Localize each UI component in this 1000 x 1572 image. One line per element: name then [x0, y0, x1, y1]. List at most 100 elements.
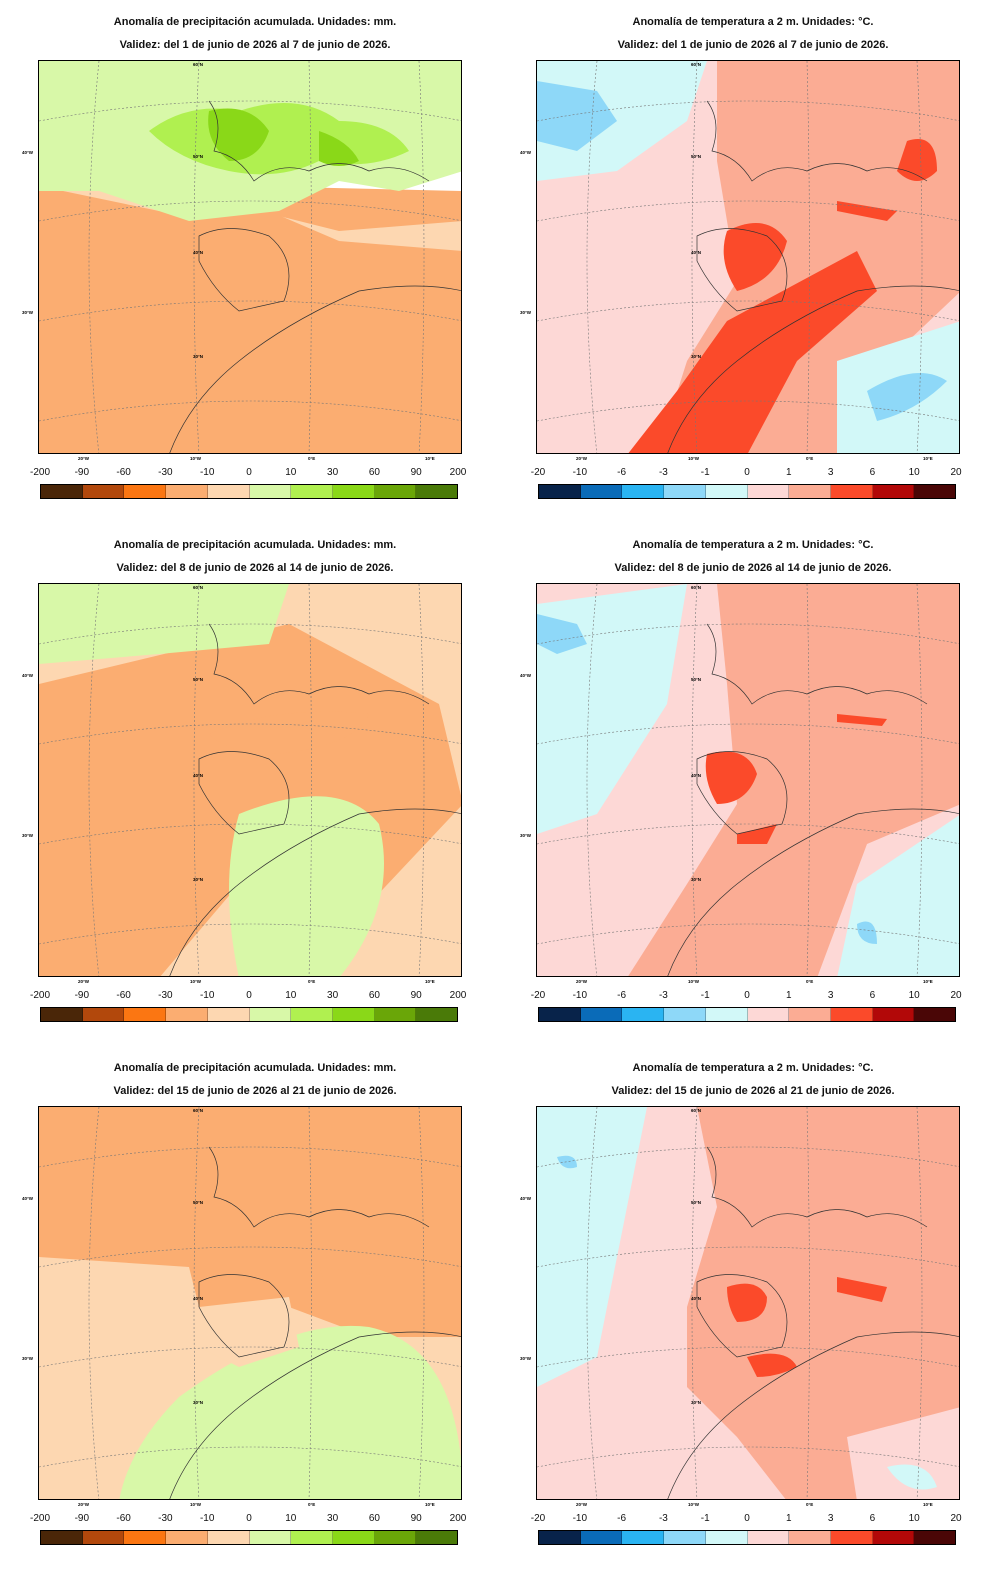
anomaly-map [38, 583, 462, 977]
colorbar-tick-label: -10 [199, 467, 215, 478]
lat-label: 30°W [22, 1356, 34, 1361]
colorbar-tick-label: 6 [869, 990, 876, 1001]
map-panel-temp-week3: Anomalía de temperatura a 2 m. Unidades:… [518, 1046, 988, 1556]
colorbar-tick-label: 60 [368, 467, 380, 478]
colorbar-tick-label: 20 [950, 990, 962, 1001]
colorbar-cell [374, 1531, 417, 1544]
coastline [169, 1146, 461, 1499]
colorbar-cell [830, 1531, 873, 1544]
colorbar-tick-label: -10 [572, 467, 588, 478]
colorbar-tick-label: 200 [449, 1513, 467, 1524]
panel-validity: Validez: del 1 de junio de 2026 al 7 de … [617, 39, 889, 51]
lon-label: 10°E [923, 979, 933, 984]
colorbar-tick-label: -90 [74, 467, 90, 478]
colorbar-tick-label: 60 [368, 990, 380, 1001]
colorbar-tick-label: -3 [658, 1513, 668, 1524]
colorbar [538, 1007, 956, 1022]
panel-title: Anomalía de precipitación acumulada. Uni… [113, 539, 397, 551]
colorbar-cell [914, 485, 956, 498]
colorbar-tick-label: -90 [74, 1513, 90, 1524]
colorbar-tick-label: -200 [29, 1513, 51, 1524]
colorbar-cell [124, 1008, 167, 1021]
colorbar-tick-label: 6 [869, 1513, 876, 1524]
lat-inner-label: 60°N [193, 62, 204, 67]
colorbar-cell [789, 1008, 831, 1021]
colorbar-cell [664, 485, 706, 498]
colorbar-cell [166, 1008, 208, 1021]
colorbar [538, 1530, 956, 1545]
lon-label: 20°W [78, 456, 90, 461]
colorbar-ticks: -200 -90 -60 -30 -10 0 10 30 60 90 200 [30, 1513, 466, 1527]
colorbar-cell [664, 1008, 706, 1021]
lon-label: 20°W [78, 979, 90, 984]
graticule [537, 1107, 959, 1499]
colorbar-tick-label: -6 [617, 1513, 627, 1524]
lat-inner-label: 50°N [193, 1200, 204, 1205]
lon-label: 10°W [190, 979, 202, 984]
anomaly-region [537, 1107, 647, 1387]
colorbar-tick-label: 10 [285, 990, 297, 1001]
colorbar-tick-label: -10 [199, 990, 215, 1001]
colorbar-cell [914, 1531, 956, 1544]
lat-inner-label: 50°N [691, 1200, 702, 1205]
colorbar-cell [622, 1008, 665, 1021]
colorbar-tick-label: -20 [530, 990, 546, 1001]
colorbar-cell [789, 1531, 831, 1544]
colorbar-tick-label: 0 [246, 467, 252, 478]
colorbar-tick-label: 3 [827, 990, 834, 1001]
anomaly-region [857, 921, 877, 944]
lon-label: 10°W [190, 456, 202, 461]
colorbar-tick-label: 3 [827, 467, 834, 478]
colorbar-cell [332, 485, 375, 498]
colorbar-cell [249, 1008, 292, 1021]
colorbar-tick-label: -3 [658, 467, 668, 478]
colorbar-tick-label: 0 [744, 990, 750, 1001]
lat-inner-label: 50°N [193, 154, 204, 159]
colorbar-cell [207, 485, 250, 498]
coastline [667, 623, 959, 976]
lat-inner-label: 60°N [193, 1108, 204, 1113]
lat-inner-label: 40°N [193, 1296, 204, 1301]
colorbar-cell [872, 1531, 915, 1544]
colorbar-cell [747, 1531, 790, 1544]
anomaly-map [536, 1106, 960, 1500]
colorbar-tick-label: 1 [786, 990, 792, 1001]
colorbar-tick-label: -10 [572, 1513, 588, 1524]
anomaly-region [705, 751, 757, 804]
colorbar-cell [539, 485, 581, 498]
colorbar-tick-label: 90 [410, 1513, 422, 1524]
anomaly-map [536, 583, 960, 977]
colorbar-cell [416, 1531, 458, 1544]
colorbar-cell [705, 1008, 748, 1021]
colorbar-cell [207, 1531, 250, 1544]
lon-label: 20°W [576, 979, 588, 984]
colorbar-tick-label: 0 [246, 990, 252, 1001]
anomaly-region [887, 1464, 937, 1490]
lon-label: 10°E [923, 1502, 933, 1507]
anomaly-region [687, 1107, 959, 1499]
anomaly-region [897, 139, 937, 181]
colorbar-cell [249, 1531, 292, 1544]
lon-label: 10°W [190, 1502, 202, 1507]
colorbar-cell [872, 1008, 915, 1021]
colorbar-tick-label: -200 [29, 990, 51, 1001]
lat-inner-label: 30°N [691, 1400, 702, 1405]
map-panel-precip-week3: Anomalía de precipitación acumulada. Uni… [20, 1046, 490, 1556]
colorbar-tick-label: -200 [29, 467, 51, 478]
colorbar-cell [41, 1008, 83, 1021]
colorbar-tick-label: 90 [410, 990, 422, 1001]
colorbar-tick-label: 30 [327, 1513, 339, 1524]
colorbar-cell [580, 1008, 623, 1021]
lat-label: 40°W [22, 673, 34, 678]
coastline [169, 100, 461, 453]
map-panel-temp-week2: Anomalía de temperatura a 2 m. Unidades:… [518, 523, 988, 1033]
lat-inner-label: 40°N [193, 773, 204, 778]
lat-inner-label: 50°N [691, 154, 702, 159]
colorbar-tick-label: -60 [116, 467, 131, 478]
colorbar [40, 1530, 458, 1545]
lat-label: 40°W [520, 673, 532, 678]
lat-inner-label: 60°N [193, 585, 204, 590]
lon-label: 0°E [308, 1502, 316, 1507]
colorbar-cell [249, 485, 292, 498]
lat-inner-label: 30°N [193, 1400, 204, 1405]
